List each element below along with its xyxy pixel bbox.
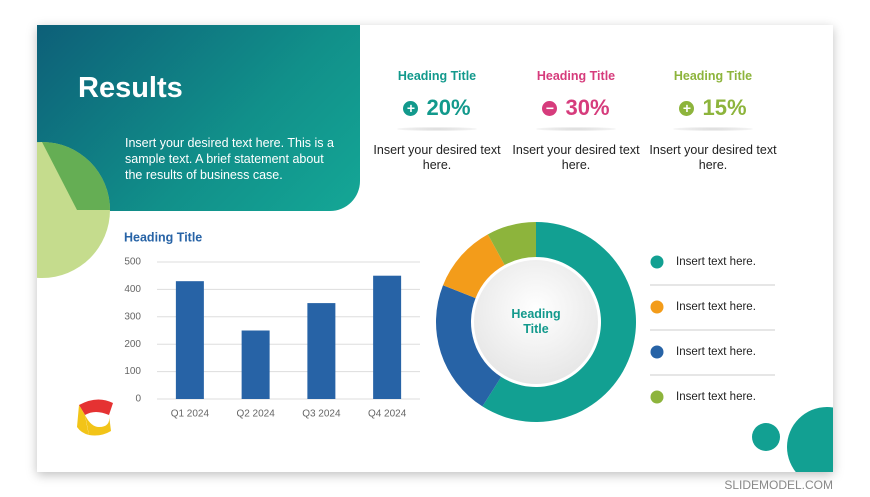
donut-slice bbox=[482, 222, 636, 422]
legend-label: Insert text here. bbox=[676, 346, 756, 358]
legend-label: Insert text here. bbox=[676, 391, 756, 403]
stat: Heading Title −30% Insert your desired tex… bbox=[511, 69, 641, 173]
legend-label: Insert text here. bbox=[676, 256, 756, 268]
legend-marker bbox=[650, 390, 664, 404]
legend-marker bbox=[650, 300, 664, 314]
bar bbox=[307, 303, 336, 399]
x-tick-label: Q4 2024 bbox=[368, 409, 407, 420]
decor-circle bbox=[752, 423, 780, 451]
legend-label: Insert text here. bbox=[676, 301, 756, 313]
donut-slice bbox=[435, 285, 502, 407]
charts: Heading Title 0 100 200 300 400 500 Q1 2024 Q2 2… bbox=[124, 222, 775, 422]
y-tick-label: 300 bbox=[124, 311, 141, 322]
donut-title: Heading Title bbox=[511, 307, 560, 336]
shadow bbox=[397, 127, 477, 131]
logo bbox=[77, 399, 113, 436]
chart-title: Heading Title bbox=[124, 230, 202, 244]
y-tick-label: 500 bbox=[124, 257, 141, 268]
slide: Results Insert your desired text here. T… bbox=[37, 25, 833, 472]
stat-heading: Heading Title bbox=[397, 69, 477, 83]
y-tick-label: 400 bbox=[124, 284, 141, 295]
stat-value-row: +20% bbox=[372, 95, 502, 121]
x-tick-label: Q3 2024 bbox=[302, 409, 341, 420]
stat-icon: + bbox=[403, 100, 419, 116]
x-tick-label: Q1 2024 bbox=[171, 409, 210, 420]
bar bbox=[175, 281, 204, 399]
stat-icon: + bbox=[679, 100, 695, 116]
legend-marker bbox=[650, 345, 664, 359]
stat-heading: Heading Title bbox=[536, 69, 616, 83]
legend-marker bbox=[650, 255, 664, 269]
donut-center bbox=[472, 258, 600, 386]
donut-slice bbox=[443, 234, 505, 299]
bar bbox=[373, 275, 402, 399]
watermark: SLIDEMODEL.COM bbox=[724, 478, 833, 492]
stat-value-row: +15% bbox=[648, 95, 778, 121]
stat-value-row: −30% bbox=[511, 95, 641, 121]
stat-icon: − bbox=[542, 100, 558, 116]
stat-value: 30% bbox=[565, 95, 610, 120]
stat-text: Insert your desired text here. bbox=[649, 143, 777, 172]
y-tick-label: 0 bbox=[135, 394, 141, 405]
word: Title bbox=[523, 322, 549, 336]
stat-heading: Heading Title bbox=[673, 69, 753, 83]
decor bbox=[37, 142, 833, 472]
bar bbox=[241, 330, 270, 399]
y-tick-label: 100 bbox=[124, 366, 141, 377]
shadow bbox=[536, 127, 616, 131]
x-tick-label: Q2 2024 bbox=[236, 409, 275, 420]
decor-circle bbox=[787, 407, 833, 472]
shadow bbox=[673, 127, 753, 131]
stat-text: Insert your desired text here. bbox=[373, 143, 501, 172]
y-tick-label: 200 bbox=[124, 339, 141, 350]
stat-value: 15% bbox=[702, 95, 747, 120]
intro-text: Insert your desired text here. This is a… bbox=[125, 136, 334, 182]
decor-circle bbox=[42, 142, 110, 210]
stat: Heading Title +20% Insert your desired tex… bbox=[372, 69, 502, 173]
stat-value: 20% bbox=[426, 95, 471, 120]
stat-text: Insert your desired text here. bbox=[512, 143, 640, 172]
word: Heading bbox=[511, 307, 560, 321]
stat: Heading Title +15% Insert your desired tex… bbox=[648, 69, 778, 173]
slide-title: Results bbox=[78, 72, 183, 104]
donut-slice bbox=[487, 222, 536, 266]
